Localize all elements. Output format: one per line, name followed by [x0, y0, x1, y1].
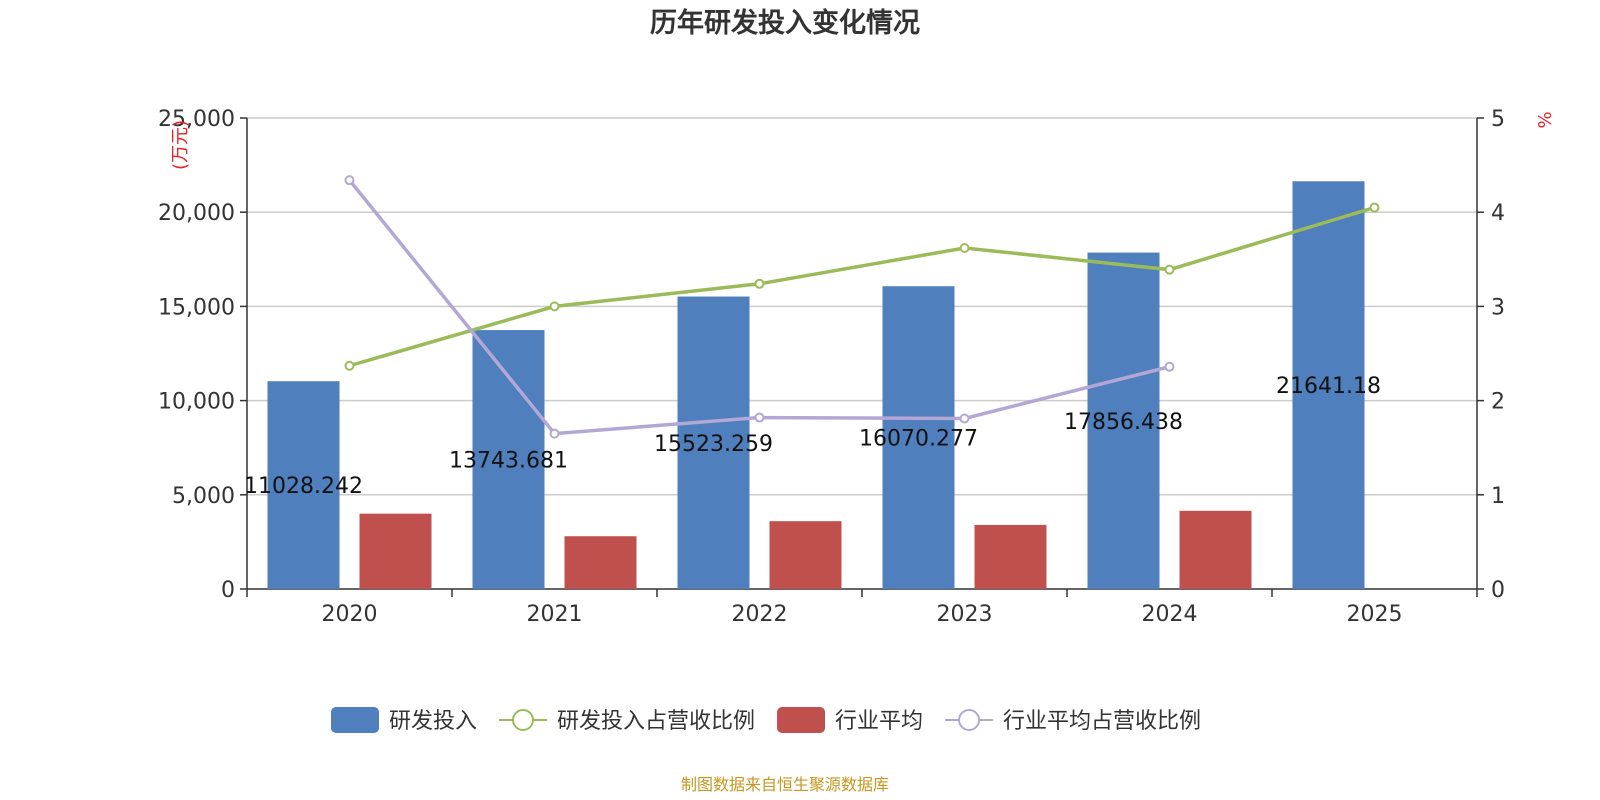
bar-industry-average [1179, 510, 1252, 589]
bar-data-label: 13743.681 [449, 449, 568, 474]
bar-industry-average [359, 513, 432, 589]
point-rd-ratio [344, 360, 355, 371]
legend-swatch [777, 707, 826, 733]
right-tick-label: 4 [1491, 201, 1505, 226]
left-tick-label: 20,000 [158, 201, 235, 226]
x-tick-label: 2025 [1347, 602, 1403, 627]
bar-rd-investment [1292, 181, 1365, 590]
left-tick-label: 5,000 [172, 484, 235, 509]
right-tick-label: 1 [1491, 484, 1505, 509]
right-tick-label: 5 [1491, 107, 1505, 132]
right-axis: 0 1 2 3 4 5 [1476, 107, 1505, 603]
right-axis-unit: % [1535, 111, 1556, 128]
x-tick-label: 2020 [322, 602, 378, 627]
legend: 研发投入 研发投入占营收比例 行业平均 行业平均占营收比例 [331, 707, 1201, 734]
point-industry-ratio [344, 175, 355, 186]
source-note: 制图数据来自恒生聚源数据库 [681, 775, 889, 794]
point-rd-ratio [1369, 202, 1380, 213]
legend-item: 行业平均 [777, 707, 923, 734]
x-axis: 2020 2021 2022 2023 2024 2025 [246, 588, 1478, 627]
point-rd-ratio [549, 301, 560, 312]
legend-label: 行业平均占营收比例 [1003, 709, 1201, 734]
data-labels: 11028.242 13743.681 15523.259 16070.277 1785… [244, 374, 1381, 499]
bar-data-label: 11028.242 [244, 474, 363, 499]
legend-item: 行业平均占营收比例 [945, 709, 1201, 734]
bar-rd-investment [472, 330, 545, 589]
left-tick-label: 15,000 [158, 295, 235, 320]
bar-rd-investment [677, 296, 750, 589]
bar-rd-investment [1087, 252, 1160, 589]
point-industry-ratio [959, 413, 970, 424]
right-tick-label: 2 [1491, 390, 1505, 415]
point-rd-ratio [754, 278, 765, 289]
bar-industry-average [564, 536, 637, 589]
bar-rd-investment [267, 381, 340, 589]
point-industry-ratio [1164, 361, 1175, 372]
legend-label: 行业平均 [835, 709, 923, 734]
x-tick-label: 2021 [527, 602, 583, 627]
legend-item: 研发投入 [331, 707, 477, 734]
point-rd-ratio [1164, 264, 1175, 275]
lines [344, 175, 1380, 439]
left-tick-label: 10,000 [158, 390, 235, 415]
legend-swatch [331, 707, 379, 733]
bar-industry-average [769, 521, 842, 589]
bar-data-label: 15523.259 [654, 432, 773, 457]
left-tick-label: 25,000 [158, 107, 235, 132]
legend-label: 研发投入占营收比例 [557, 709, 755, 734]
point-industry-ratio [549, 428, 560, 439]
right-tick-label: 3 [1491, 295, 1505, 320]
left-axis: 0 5,000 10,000 15,000 20,000 25,000 [158, 107, 248, 603]
bar-industry-average [974, 524, 1047, 589]
legend-item: 研发投入占营收比例 [499, 709, 755, 734]
x-tick-label: 2024 [1142, 602, 1198, 627]
bar-data-label: 21641.18 [1276, 374, 1381, 399]
bar-data-label: 17856.438 [1064, 410, 1183, 435]
legend-marker [958, 709, 981, 731]
legend-marker [512, 709, 535, 731]
bar-rd-investment [882, 286, 955, 589]
left-axis-unit: (万元) [170, 120, 191, 170]
line-rd-ratio [349, 205, 1376, 368]
right-tick-label: 0 [1491, 578, 1505, 603]
chart-title: 历年研发投入变化情况 [650, 7, 920, 39]
left-tick-label: 0 [221, 578, 235, 603]
x-tick-label: 2023 [937, 602, 993, 627]
bar-data-label: 16070.277 [859, 427, 978, 452]
point-rd-ratio [959, 242, 970, 253]
bars [267, 181, 1365, 590]
legend-label: 研发投入 [389, 709, 477, 734]
point-industry-ratio [754, 412, 765, 423]
x-tick-label: 2022 [732, 602, 788, 627]
